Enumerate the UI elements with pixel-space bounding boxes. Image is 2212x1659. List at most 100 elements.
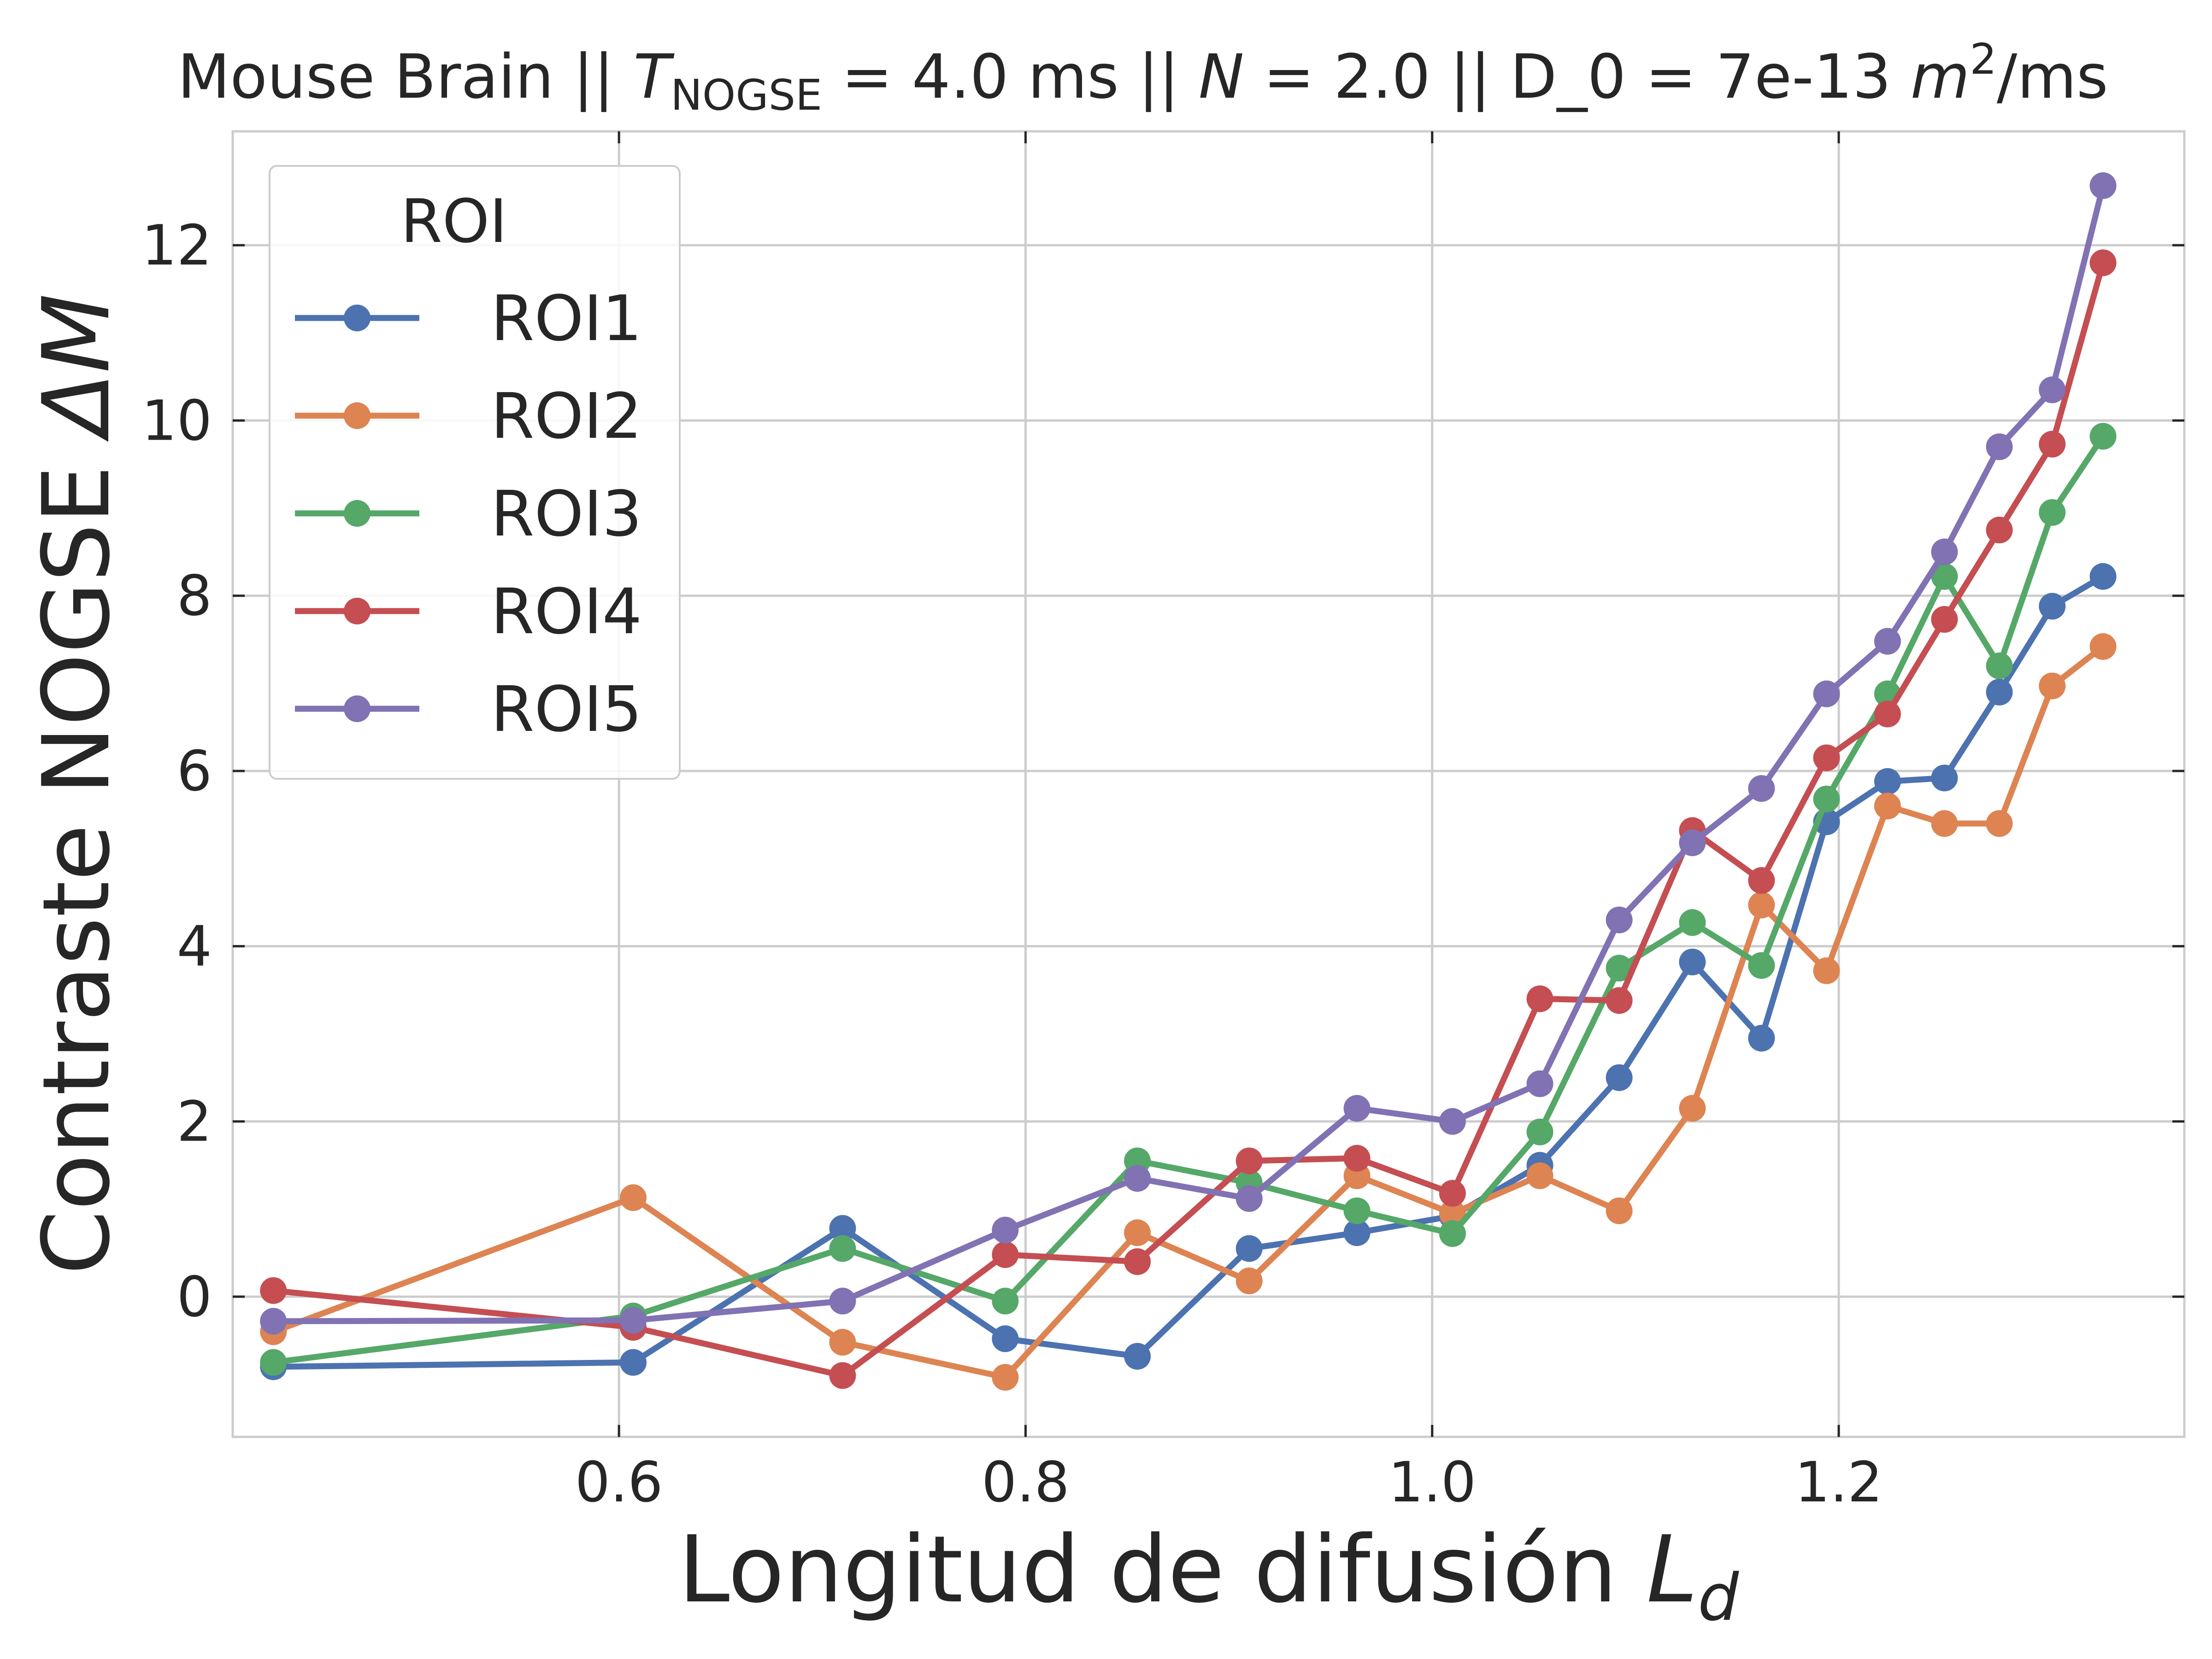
legend-item-roi1: ROI1 [295,282,642,355]
data-point [1986,433,2013,460]
y-tick-label: 6 [177,740,212,804]
data-point [1748,867,1775,894]
legend-marker [344,402,371,429]
series-line [273,574,2105,1370]
data-point [1526,985,1553,1012]
data-point [1606,987,1633,1014]
data-point [1124,1248,1151,1275]
series-roi2 [260,633,2117,1391]
data-point [2039,430,2066,458]
data-point [1606,1197,1633,1224]
data-point [1606,1064,1633,1091]
data-point [1986,810,2013,837]
data-point [1124,1165,1151,1192]
data-point [1813,680,1840,707]
data-point [1931,606,1958,633]
data-point [1931,538,1958,565]
data-point [260,1308,287,1335]
data-point [1813,785,1840,812]
y-tick-label: 0 [177,1265,212,1330]
data-point [1874,628,1901,655]
legend-marker [344,695,371,722]
data-point [2089,633,2117,660]
data-point [1606,906,1633,934]
data-point [1235,1185,1263,1212]
data-point [829,1362,856,1389]
data-point [1874,793,1901,820]
data-point [2039,672,2066,700]
data-point [1874,700,1901,728]
legend: ROI ROI1 ROI2 ROI3 ROI4 ROI5 [269,165,681,780]
x-tick-label: 1.0 [1388,1451,1476,1515]
data-point [1343,1094,1371,1122]
data-point [1813,744,1840,771]
data-point [1343,1197,1371,1224]
legend-marker [344,305,371,331]
data-point [1986,517,2013,544]
data-point [620,1349,647,1376]
data-point [1986,678,2013,706]
data-point [829,1288,856,1315]
series-line [273,185,2106,1324]
data-point [1526,1162,1553,1189]
legend-label: ROI5 [491,673,642,746]
data-point [1439,1200,1466,1227]
legend-item-roi3: ROI3 [295,478,642,551]
data-point [992,1364,1019,1391]
x-tick-label: 0.8 [982,1451,1070,1515]
y-tick-label: 2 [177,1090,212,1154]
x-tick-label: 1.2 [1795,1451,1883,1515]
data-point [992,1241,1019,1268]
data-point [2089,423,2117,450]
data-point [1931,563,1958,590]
data-point [1343,1145,1371,1172]
axis-ticks: 0.6 0.8 1.0 1.2 0 2 4 6 8 10 12 [141,131,2184,1515]
legend-item-roi4: ROI4 [295,576,642,648]
data-point [1124,1219,1151,1246]
data-point [1679,829,1706,856]
data-point [1748,952,1775,979]
legend-marker [344,598,371,624]
legend-label: ROI3 [491,478,642,551]
data-point [1748,891,1775,918]
legend-label: ROI1 [491,282,642,355]
data-point [1439,1220,1466,1247]
data-point [2089,172,2117,199]
legend-label: ROI2 [491,380,642,453]
x-tick-label: 0.6 [575,1451,663,1515]
data-point [1986,652,2013,679]
data-point [620,1307,647,1334]
data-point [1343,1219,1371,1246]
chart-title: Mouse Brain || TNOGSE = 4.0 ms || N = 2.… [177,35,2108,120]
plot-frame [231,130,2186,1438]
data-point [1748,1024,1775,1052]
data-point [260,1277,287,1304]
data-point [1439,1108,1466,1135]
data-point [1748,775,1775,802]
y-axis-label: Contraste NOGSE ΔM [23,294,130,1275]
data-point [1235,1235,1263,1262]
legend-marker [344,500,371,527]
data-point [1439,1180,1466,1207]
x-axis-label: Longitud de difusión Ld [678,1516,1739,1635]
data-point [1874,768,1901,795]
data-point [829,1215,856,1242]
data-point [2039,593,2066,620]
data-point [1124,1343,1151,1370]
data-point [2039,376,2066,403]
series-roi5 [260,172,2117,1335]
data-point [1813,957,1840,984]
data-point [2039,499,2066,526]
legend-item-roi5: ROI5 [295,673,642,746]
data-point [1679,1094,1706,1122]
data-point [1931,765,1958,792]
series-layer [260,172,2117,1391]
data-point [260,1349,287,1376]
data-point [1679,909,1706,936]
data-point [1526,1070,1553,1097]
data-point [992,1217,1019,1244]
data-point [2089,563,2117,590]
data-point [1679,948,1706,976]
data-point [992,1288,1019,1315]
